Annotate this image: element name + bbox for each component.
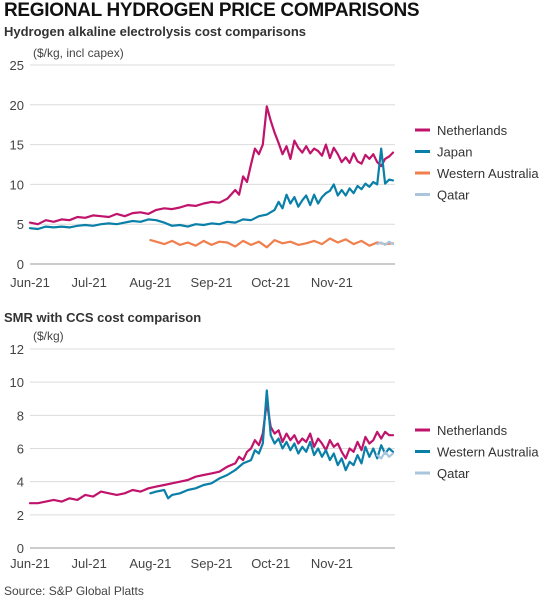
y-tick-label: 10	[10, 177, 24, 192]
y-tick-label: 4	[17, 475, 24, 490]
series-line-western-australia	[149, 237, 395, 249]
y-axis-label: ($/kg, incl capex)	[33, 46, 124, 60]
y-tick-label: 0	[17, 257, 24, 272]
series-line-western-australia	[149, 389, 395, 500]
y-axis-label: ($/kg)	[33, 329, 64, 343]
legend-label: Netherlands	[437, 423, 508, 438]
y-tick-label: 5	[17, 217, 24, 232]
x-tick-label: Oct-21	[251, 556, 290, 571]
x-tick-label: Nov-21	[311, 275, 353, 290]
x-tick-label: Sep-21	[191, 556, 233, 571]
y-tick-label: 0	[17, 541, 24, 556]
legend-label: Netherlands	[437, 123, 508, 138]
series-line-qatar	[376, 450, 395, 460]
x-tick-label: Jun-21	[10, 275, 50, 290]
legend-label: Western Australia	[437, 166, 539, 181]
x-tick-label: Aug-21	[129, 556, 171, 571]
y-tick-label: 15	[10, 138, 24, 153]
x-tick-label: Jul-21	[71, 275, 106, 290]
y-tick-label: 2	[17, 508, 24, 523]
source-note: Source: S&P Global Platts	[4, 584, 144, 598]
y-tick-label: 10	[10, 375, 24, 390]
series-line-netherlands	[28, 105, 395, 226]
legend-label: Western Australia	[437, 445, 539, 460]
legend-label: Qatar	[437, 466, 470, 481]
legend-label: Qatar	[437, 188, 470, 203]
series-line-netherlands	[28, 401, 395, 505]
page-title: REGIONAL HYDROGEN PRICE COMPARISONS	[4, 0, 420, 21]
y-tick-label: 12	[10, 342, 24, 357]
x-tick-label: Jul-21	[71, 556, 106, 571]
x-tick-label: Nov-21	[311, 556, 353, 571]
x-tick-label: Oct-21	[251, 275, 290, 290]
series-line-japan	[28, 147, 395, 231]
y-tick-label: 8	[17, 408, 24, 423]
x-tick-label: Sep-21	[191, 275, 233, 290]
chart-2-title: SMR with CCS cost comparison	[4, 310, 202, 325]
x-tick-label: Aug-21	[129, 275, 171, 290]
y-tick-label: 20	[10, 98, 24, 113]
y-tick-label: 6	[17, 442, 24, 457]
electrolysis-chart: 0 5 10 15 20 25 ($/kg, incl capex) Jun-21 Jul-21…	[10, 46, 540, 290]
series-line-qatar	[376, 240, 395, 246]
legend-label: Japan	[437, 145, 472, 160]
y-tick-label: 25	[10, 58, 24, 73]
x-tick-label: Jun-21	[10, 556, 50, 571]
chart-1-title: Hydrogen alkaline electrolysis cost comp…	[4, 24, 307, 39]
